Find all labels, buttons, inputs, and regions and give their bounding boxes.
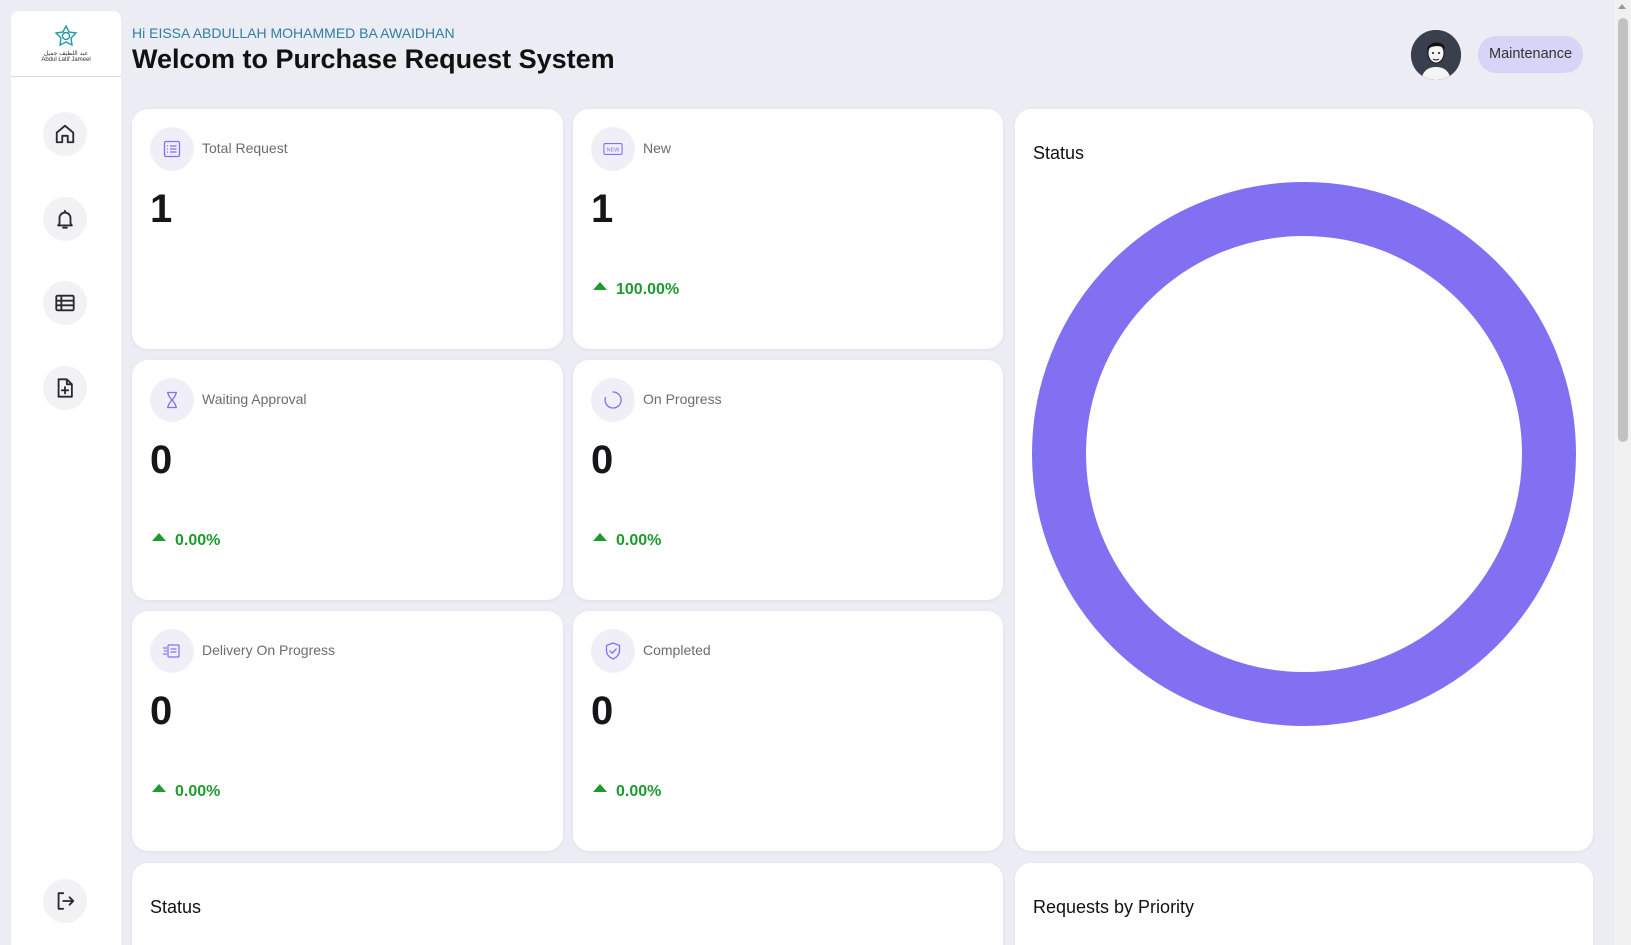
status-donut-chart[interactable] [1015, 109, 1593, 851]
scroll-up-icon[interactable] [1618, 4, 1626, 9]
scroll-thumb[interactable] [1618, 18, 1628, 442]
stat-value: 0 [591, 689, 614, 733]
stat-delta: 0.00% [152, 532, 220, 550]
stat-label: Total Request [202, 140, 288, 156]
stat-delta: 0.00% [593, 783, 661, 801]
list-icon [163, 140, 181, 158]
nav-home-button[interactable] [43, 112, 87, 156]
caret-up-icon [593, 282, 607, 290]
priority-title: Requests by Priority [1033, 897, 1195, 917]
home-icon [55, 124, 75, 144]
delivery-icon [162, 644, 180, 658]
user-avatar-icon [1411, 30, 1461, 80]
logo: عبد اللطيف جميل Abdul Latif Jameel [11, 11, 121, 77]
stat-label: Completed [643, 642, 711, 658]
caret-up-icon [593, 533, 607, 541]
stat-card-new[interactable]: NEW New 1 100.00% [573, 109, 1003, 349]
caret-up-icon [593, 784, 607, 792]
status-bottom-title: Status [150, 897, 202, 917]
avatar[interactable] [1411, 30, 1461, 80]
stat-card-delivery-on-progress[interactable]: Delivery On Progress 0 0.00% [132, 611, 563, 851]
stat-icon-wrap [591, 629, 635, 673]
status-donut-title: Status [1033, 143, 1085, 163]
caret-up-icon [152, 533, 166, 541]
stat-value: 1 [150, 187, 173, 231]
stat-delta-value: 0.00% [616, 783, 662, 800]
spinner-icon [604, 391, 622, 409]
stat-value: 0 [150, 689, 173, 733]
caret-up-icon [152, 784, 166, 792]
stat-icon-wrap [150, 127, 194, 171]
stat-delta-value: 100.00% [616, 281, 680, 298]
page-scrollbar[interactable] [1614, 0, 1631, 945]
sidebar: عبد اللطيف جميل Abdul Latif Jameel [11, 11, 121, 945]
logout-button[interactable] [43, 879, 87, 923]
stat-delta: 0.00% [593, 532, 661, 550]
stat-icon-wrap [150, 629, 194, 673]
stat-card-total-request[interactable]: Total Request 1 [132, 109, 563, 349]
list-icon [55, 294, 75, 312]
stat-delta-value: 0.00% [175, 783, 221, 800]
stat-label: Waiting Approval [202, 391, 307, 407]
add-document-icon [57, 378, 73, 398]
stat-delta: 0.00% [152, 783, 220, 801]
stat-card-on-progress[interactable]: On Progress 0 0.00% [573, 360, 1003, 600]
stat-delta-value: 0.00% [175, 532, 221, 549]
role-badge[interactable]: Maintenance [1478, 36, 1584, 73]
bell-icon [57, 209, 73, 229]
page-title: Welcom to Purchase Request System [132, 44, 615, 74]
logo-arabic-text: عبد اللطيف جميل [43, 49, 89, 57]
stat-value: 0 [591, 438, 614, 482]
stat-label: New [643, 140, 672, 156]
svg-text:NEW: NEW [607, 147, 621, 153]
hourglass-icon [167, 391, 177, 409]
stat-label: On Progress [643, 391, 722, 407]
status-donut-card: Status [1015, 109, 1593, 851]
shield-check-icon [605, 642, 621, 660]
new-icon: NEW [603, 143, 623, 155]
stat-value: 0 [150, 438, 173, 482]
status-bottom-card: Status [132, 863, 1003, 945]
stat-delta-value: 0.00% [616, 532, 662, 549]
stat-icon-wrap [150, 378, 194, 422]
logo-english-text: Abdul Latif Jameel [41, 56, 91, 63]
stat-icon-wrap: NEW [591, 127, 635, 171]
nav-requests-list-button[interactable] [43, 281, 87, 325]
stat-icon-wrap [591, 378, 635, 422]
stat-label: Delivery On Progress [202, 642, 336, 658]
stat-value: 1 [591, 187, 614, 231]
nav-new-request-button[interactable] [43, 366, 87, 410]
stat-delta: 100.00% [593, 281, 679, 299]
logout-icon [57, 892, 75, 910]
stat-card-completed[interactable]: Completed 0 0.00% [573, 611, 1003, 851]
stat-card-waiting-approval[interactable]: Waiting Approval 0 0.00% [132, 360, 563, 600]
greeting-text: Hi EISSA ABDULLAH MOHAMMED BA AWAIDHAN [132, 25, 455, 41]
nav-notifications-button[interactable] [43, 197, 87, 241]
donut-slice[interactable] [1032, 182, 1576, 726]
logo-emblem-icon [54, 24, 78, 46]
priority-card: Requests by Priority [1015, 863, 1593, 945]
